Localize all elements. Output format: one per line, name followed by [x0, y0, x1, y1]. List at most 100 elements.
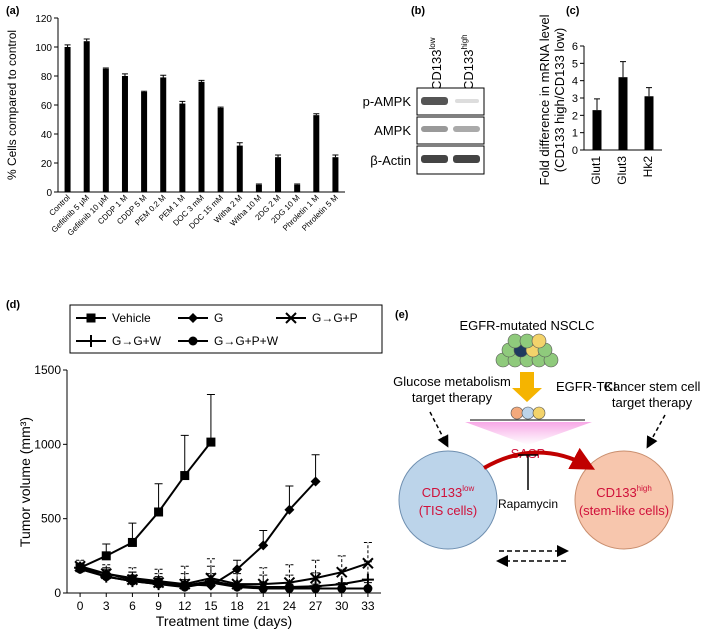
band [453, 126, 480, 132]
bar [217, 107, 224, 192]
series [75, 564, 373, 594]
error-bar [206, 558, 215, 579]
error-bar [141, 90, 148, 92]
x-tick-label: 9 [155, 599, 162, 613]
cell-label: (stem-like cells) [579, 503, 669, 518]
y-tick-label: 60 [41, 101, 53, 112]
marker [311, 584, 321, 594]
panel-label: (e) [395, 309, 409, 321]
error-bar [160, 74, 167, 78]
x-tick-label: 6 [129, 599, 136, 613]
error-bar [217, 106, 224, 108]
x-tick-label: 3 [103, 599, 110, 613]
cell-label: CD133high [596, 484, 652, 500]
bar [275, 157, 282, 192]
error-bar [236, 142, 243, 146]
x-tick-label: 21 [257, 599, 271, 613]
cell-low [398, 450, 498, 550]
legend-label: G→G+W [112, 334, 162, 348]
error-bar [102, 67, 109, 69]
x-tick-label: Glut3 [615, 156, 629, 185]
error-bar [121, 73, 128, 76]
sasp-triangle [465, 422, 592, 445]
marker [284, 584, 294, 594]
y-tick-label: 500 [41, 512, 61, 526]
bar [592, 110, 602, 150]
marker [232, 564, 243, 575]
therapy-label: Glucose metabolism [393, 374, 511, 389]
bar [198, 81, 205, 192]
bar [102, 68, 109, 192]
red-arrow [483, 447, 596, 470]
row-label: p-AMPK [363, 94, 412, 109]
error-bar [64, 44, 71, 47]
line [79, 562, 369, 586]
legend: Vehicle G G→G+P G→G+W G→G+P+W [69, 304, 383, 354]
marker [154, 507, 164, 517]
x-axis-label: Treatment time (days) [156, 613, 292, 629]
treatment-label: EGFR-TKI [556, 379, 617, 394]
series [75, 394, 216, 573]
panel-label: (d) [6, 299, 20, 311]
marker [75, 564, 85, 574]
marker [180, 582, 190, 592]
y-axis-label: Tumor volume (mm³) [17, 417, 33, 547]
tumor-cluster [495, 333, 559, 368]
error-bar [294, 183, 301, 185]
y-tick-label: 1500 [34, 363, 61, 377]
error-bar [206, 394, 215, 443]
x-tick-label: 30 [335, 599, 349, 613]
legend-marker [188, 336, 198, 346]
legend-label: G→G+P [312, 311, 358, 325]
panel-label: (c) [566, 5, 580, 17]
band [421, 126, 448, 132]
band [421, 155, 448, 163]
marker [309, 572, 322, 584]
x-tick-label: 27 [309, 599, 323, 613]
diagram-title: EGFR-mutated NSCLC [459, 318, 594, 333]
marker [180, 471, 190, 481]
cell [532, 406, 546, 420]
bar [236, 145, 243, 192]
bar [294, 184, 301, 192]
y-tick-label: 120 [35, 14, 52, 25]
row-label: AMPK [374, 123, 411, 138]
bar [255, 184, 262, 192]
legend-label: Vehicle [112, 311, 151, 325]
bar [618, 77, 628, 150]
y-tick-label: 40 [41, 130, 53, 141]
y-tick-label: 0 [572, 145, 578, 157]
legend-box [69, 304, 383, 354]
bar [160, 77, 167, 192]
y-tick-label: 5 [572, 58, 578, 70]
error-bar [363, 541, 372, 564]
marker [337, 584, 347, 594]
y-tick-label: 0 [54, 586, 61, 600]
y-axis-label: (CD133 high/CD133 low) [552, 28, 567, 173]
therapy-label: target therapy [412, 390, 493, 405]
blot: (b) CD133low CD133high p-AMPK AMPK β-Act… [363, 5, 485, 175]
y-tick-label: 20 [41, 159, 53, 170]
arrow [512, 372, 542, 402]
error-bar [337, 555, 346, 573]
diagram: (e) EGFR-mutated NSCLC EGFR-TKI SASP Glu… [393, 309, 701, 567]
error-bar [154, 483, 163, 512]
y-axis-label: % Cells compared to control [5, 30, 19, 180]
x-tick-label: 15 [204, 599, 218, 613]
cell-label: CD133low [422, 484, 475, 500]
series [75, 454, 321, 591]
x-tick-label: Glut1 [589, 156, 603, 185]
cell [510, 406, 524, 420]
error-bar [313, 113, 320, 116]
error-bar [646, 87, 652, 97]
column-header: CD133low [428, 37, 444, 90]
y-tick-label: 80 [41, 72, 53, 83]
marker [101, 572, 111, 582]
error-bar [83, 38, 90, 42]
marker [127, 537, 137, 547]
error-bar [332, 154, 339, 158]
panel-label: (a) [6, 5, 20, 17]
bar [332, 157, 339, 192]
